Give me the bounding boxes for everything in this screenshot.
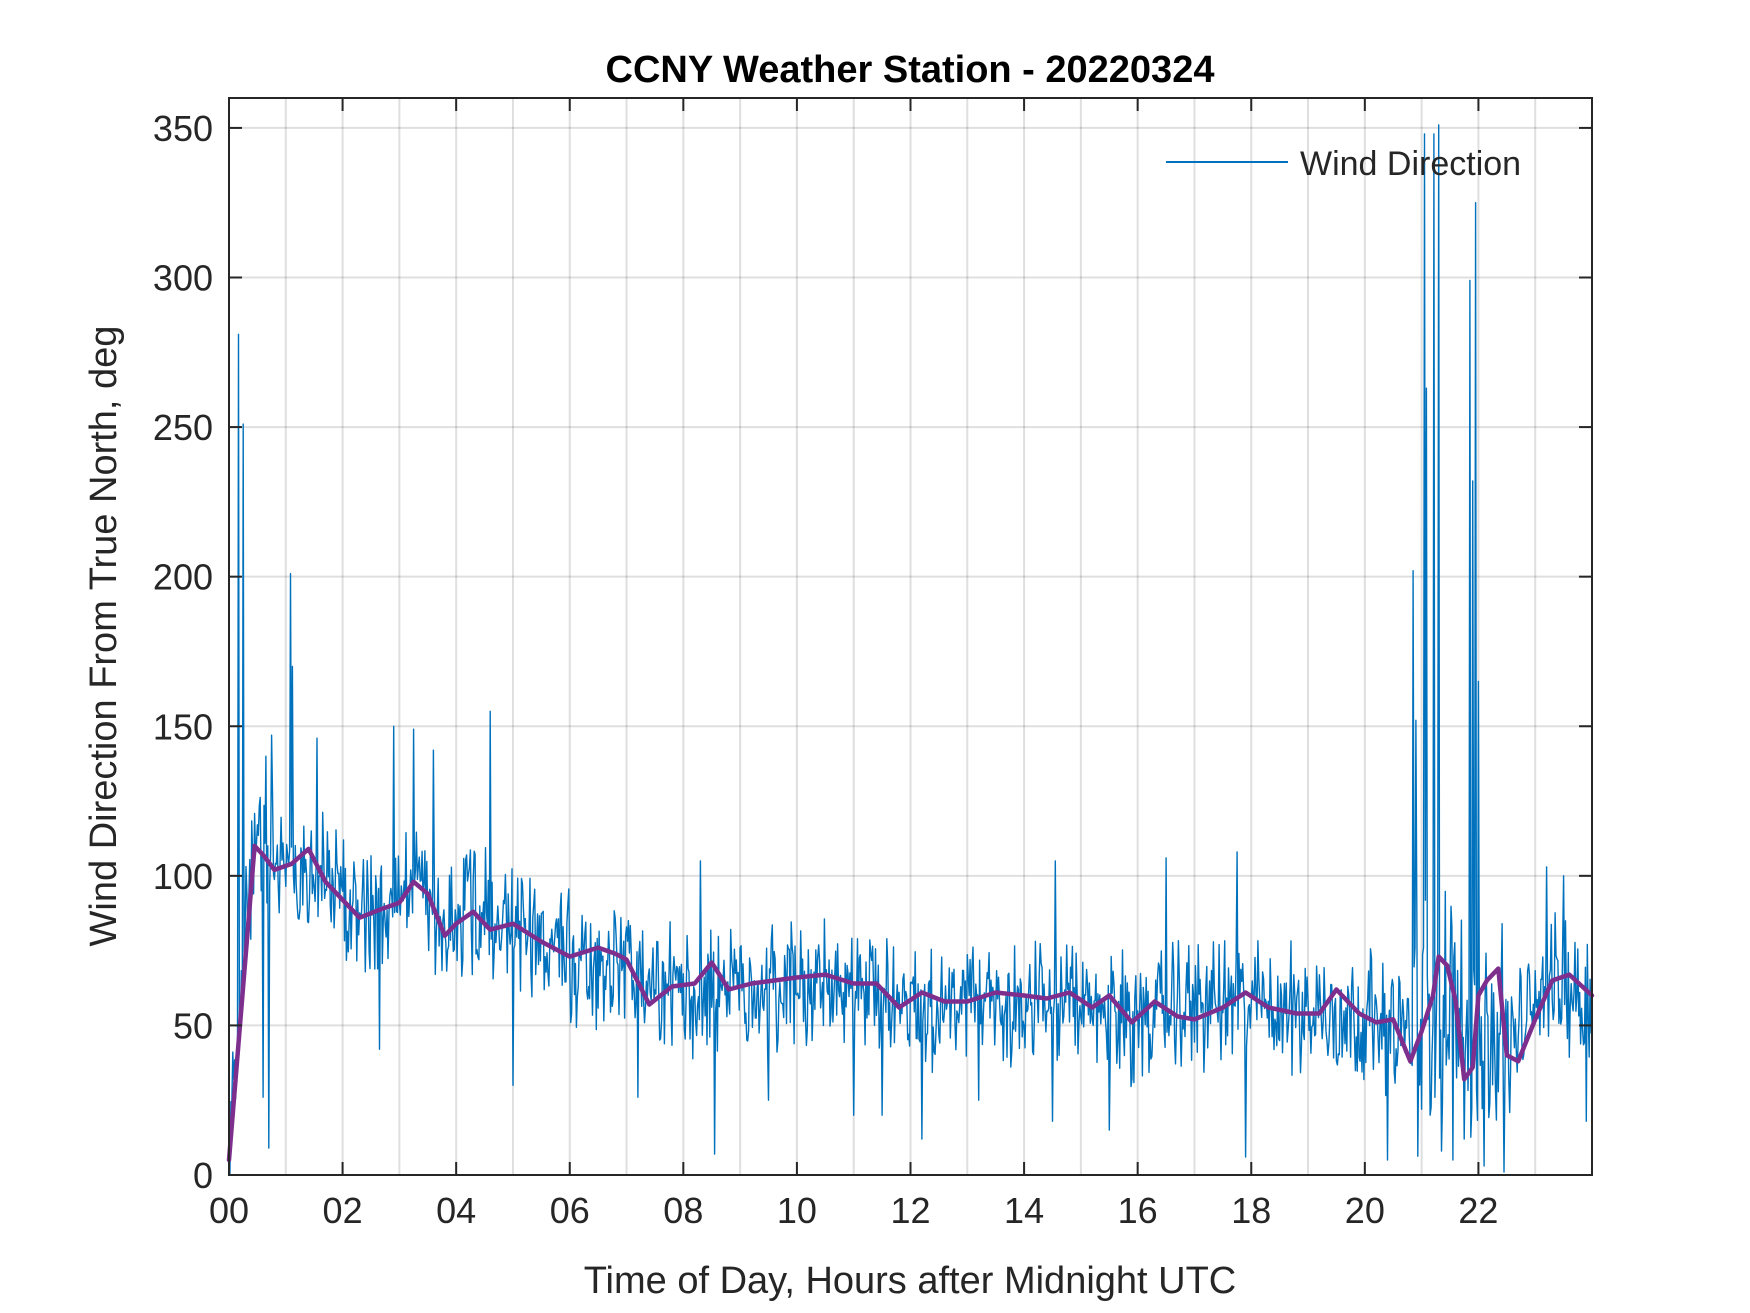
y-tick-label: 150 — [153, 706, 213, 747]
x-tick-label: 14 — [1004, 1190, 1044, 1231]
x-tick-label: 10 — [777, 1190, 817, 1231]
y-tick-label: 50 — [173, 1005, 213, 1046]
legend: Wind Direction — [1166, 145, 1521, 183]
y-tick-label: 350 — [153, 108, 213, 149]
x-tick-label: 00 — [209, 1190, 249, 1231]
x-tick-label: 20 — [1345, 1190, 1385, 1231]
y-tick-label: 0 — [193, 1155, 213, 1196]
x-tick-label: 18 — [1231, 1190, 1271, 1231]
legend-label-wind-direction: Wind Direction — [1300, 145, 1521, 183]
tick-labels: 00 02 04 06 08 10 12 14 16 18 20 22 0 50 100 150 200 250 3… — [153, 108, 1499, 1231]
series-line-moving-average — [226, 843, 1595, 1163]
data-series — [226, 124, 1595, 1176]
x-tick-label: 04 — [436, 1190, 476, 1231]
y-tick-label: 200 — [153, 557, 213, 598]
x-tick-label: 22 — [1458, 1190, 1498, 1231]
axis-ticks — [228, 98, 1592, 1176]
x-tick-label: 02 — [323, 1190, 363, 1231]
y-tick-label: 300 — [153, 258, 213, 299]
x-axis-label: Time of Day, Hours after Midnight UTC — [584, 1260, 1237, 1302]
y-tick-label: 250 — [153, 407, 213, 448]
y-axis-label: Wind Direction From True North, deg — [83, 326, 125, 947]
x-tick-label: 12 — [890, 1190, 930, 1231]
x-tick-label: 16 — [1118, 1190, 1158, 1231]
chart-title: CCNY Weather Station - 20220324 — [606, 49, 1215, 91]
x-tick-label: 06 — [550, 1190, 590, 1231]
y-tick-label: 100 — [153, 856, 213, 897]
x-tick-label: 08 — [663, 1190, 703, 1231]
